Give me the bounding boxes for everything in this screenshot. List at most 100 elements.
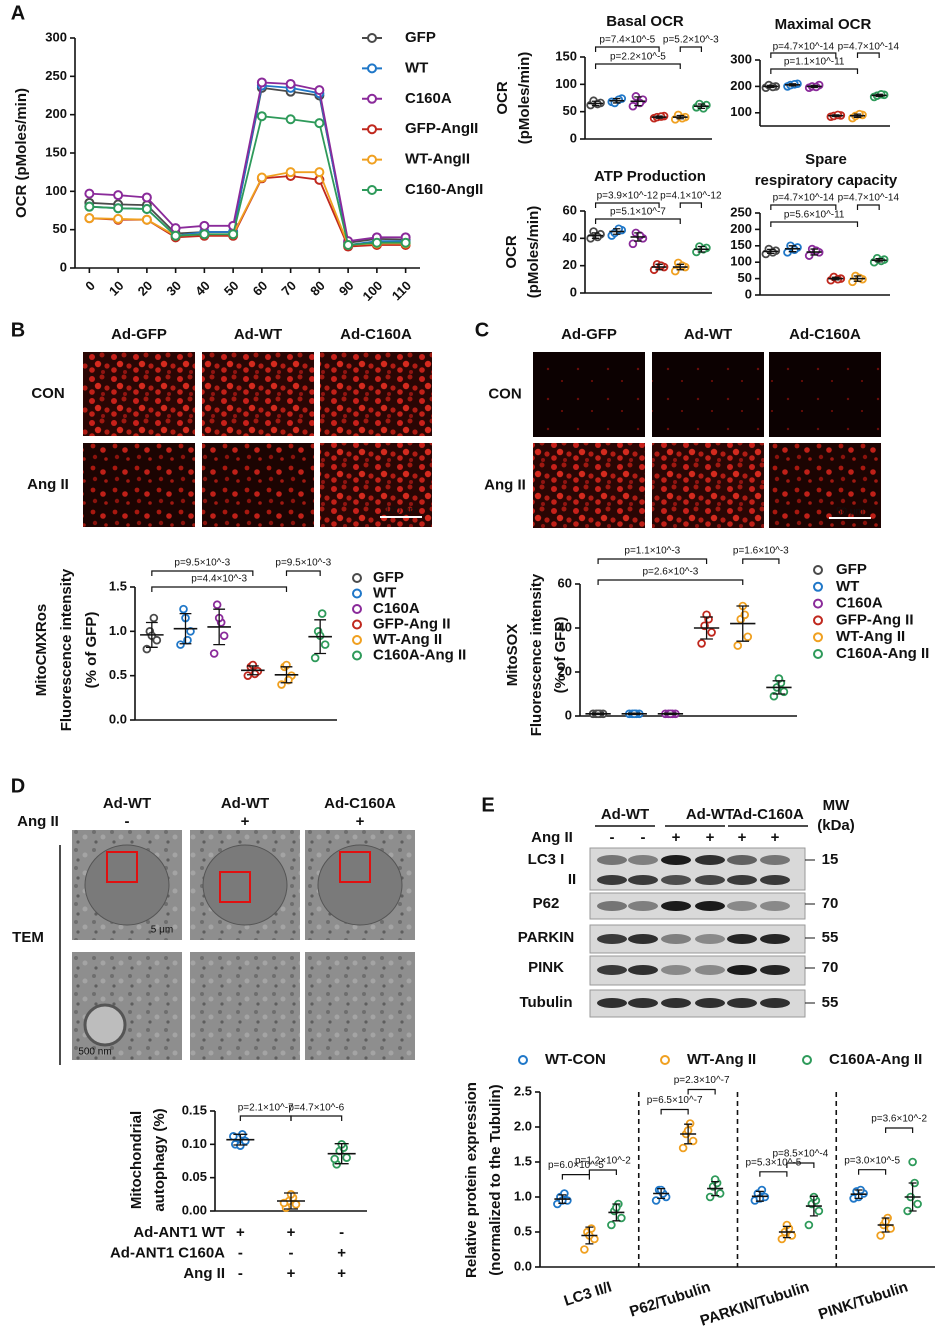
ang-sign: + — [738, 829, 747, 846]
y-tick-label: 300 — [730, 51, 752, 66]
blot-band — [760, 965, 790, 975]
blot-band — [628, 855, 658, 865]
error-bar — [591, 712, 605, 716]
p-value: p=4.7×10^-14 — [838, 42, 900, 53]
blot-label: PINK — [528, 959, 564, 976]
error-bar — [875, 257, 883, 263]
data-point — [314, 118, 325, 129]
cell — [317, 844, 403, 926]
p-value: p=5.3×10^-5 — [745, 1157, 801, 1168]
data-point — [913, 1199, 922, 1209]
legend-label: GFP-AngII — [405, 120, 478, 137]
data-point — [777, 1234, 787, 1244]
p-value: p=1.1×10^-11 — [784, 57, 845, 68]
row-label: Ang II — [17, 813, 59, 830]
condition-sign: + — [287, 1224, 296, 1241]
condition-sign: - — [238, 1265, 243, 1282]
zoom-box — [106, 851, 138, 883]
error-bar — [664, 712, 677, 716]
blot-band — [760, 934, 790, 944]
row-label: Ang II — [27, 476, 69, 493]
column-header: Ad-C160A — [324, 795, 396, 812]
blot-band — [628, 875, 658, 885]
blot-band — [597, 998, 627, 1008]
data-point — [697, 639, 706, 648]
significance-bracket — [239, 1115, 292, 1121]
data-point — [670, 266, 680, 276]
data-point — [733, 641, 743, 650]
y-tick-label: 0 — [565, 707, 572, 722]
data-point — [617, 1213, 626, 1223]
micrograph — [83, 443, 195, 527]
column-header: Ad-GFP — [111, 326, 167, 343]
y-tick-label: 0 — [745, 286, 752, 301]
data-point — [291, 1200, 301, 1209]
legend-marker — [660, 1055, 670, 1065]
scale-bar-label: 100 μm — [384, 506, 418, 517]
y-tick-label: 100 — [730, 254, 752, 269]
error-bar — [755, 1190, 764, 1202]
legend-label: WT-Ang II — [836, 628, 905, 645]
error-bar — [676, 114, 684, 120]
condition-label: Ad-ANT1 WT — [133, 1224, 225, 1241]
data-point — [688, 1136, 698, 1146]
data-point — [400, 237, 411, 248]
p-value: p=2.2×10^-5 — [610, 52, 666, 63]
error-bar — [612, 1203, 621, 1222]
data-point — [141, 214, 152, 225]
error-bar — [655, 115, 663, 119]
scale-bar-label: 500 nm — [78, 1047, 111, 1058]
error-bar — [634, 96, 642, 107]
p-value: p=1.6×10^-3 — [733, 546, 789, 557]
legend-label: C160A — [373, 600, 420, 617]
p-value: p=5.6×10^-11 — [784, 210, 845, 221]
error-bar — [684, 1123, 693, 1145]
y-tick-label: 0 — [570, 284, 577, 299]
micrograph — [652, 352, 764, 437]
x-tick-label: LC3 II/I — [562, 1278, 614, 1309]
data-point — [285, 114, 296, 125]
error-bar — [810, 248, 818, 256]
error-bar — [284, 1192, 298, 1210]
y-tick-label: 0.05 — [182, 1169, 207, 1184]
y-tick-label: 0.15 — [182, 1102, 207, 1117]
y-tick-label: 1.5 — [514, 1153, 532, 1168]
error-bar — [213, 608, 226, 646]
condition-sign: + — [337, 1265, 346, 1282]
data-point — [285, 79, 296, 89]
y-tick-label: 200 — [730, 221, 752, 236]
column-header: Ad-C160A — [340, 326, 412, 343]
error-bar — [179, 612, 192, 645]
significance-bracket — [285, 570, 321, 576]
data-point — [84, 201, 95, 212]
error-bar — [697, 103, 706, 110]
significance-bracket — [151, 570, 254, 576]
chart-title: Spare — [805, 151, 847, 168]
error-bar — [782, 1225, 791, 1239]
error-bar — [613, 97, 621, 104]
data-point — [314, 85, 325, 96]
significance-bracket — [660, 1108, 689, 1115]
micrograph — [533, 352, 645, 437]
y-axis-label: Fluorescence intensity — [58, 568, 75, 731]
y-tick-label: 150 — [45, 144, 67, 159]
ang-sign: - — [641, 829, 646, 846]
blot-band — [661, 998, 691, 1008]
micrograph — [769, 443, 881, 528]
data-point — [199, 220, 210, 231]
x-tick-label: 80 — [307, 278, 328, 299]
legend-marker — [352, 604, 362, 614]
x-tick-label: PINK/Tubulin — [816, 1278, 910, 1323]
legend-marker — [367, 63, 377, 74]
micrograph — [320, 352, 432, 436]
blot-band — [628, 998, 658, 1008]
data-point — [814, 1206, 824, 1216]
significance-bracket — [594, 46, 660, 52]
x-tick-label: 60 — [250, 278, 271, 299]
significance-bracket — [594, 63, 681, 69]
x-tick-label: 30 — [163, 278, 184, 299]
error-bar — [908, 1182, 917, 1212]
data-point — [212, 600, 222, 610]
column-header: Ad-WT — [686, 806, 734, 823]
y-tick-label: 1.5 — [109, 578, 127, 593]
